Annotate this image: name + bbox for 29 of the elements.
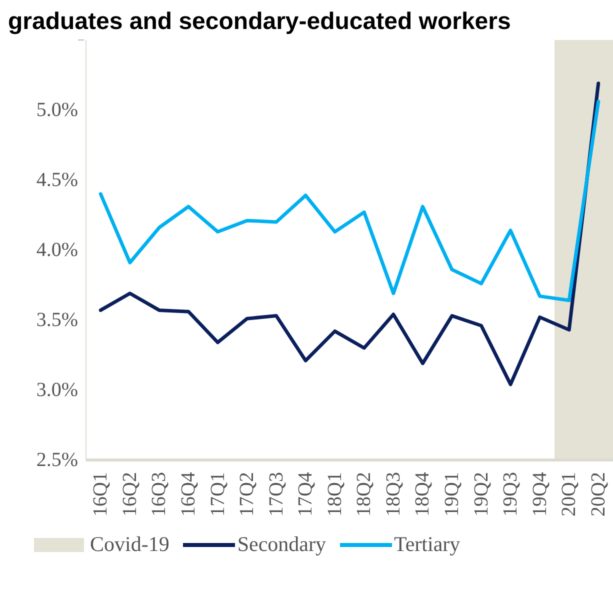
chart-title: graduates and secondary-educated workers — [8, 8, 512, 36]
x-tick-label: 16Q4 — [177, 472, 200, 516]
y-tick-label: 4.0% — [36, 239, 78, 261]
x-tick-label: 20Q1 — [558, 472, 580, 516]
y-tick-label: 3.5% — [36, 309, 78, 331]
x-tick-label: 17Q2 — [236, 472, 258, 516]
x-tick-label: 18Q1 — [324, 472, 346, 516]
x-tick-label: 16Q1 — [90, 472, 112, 516]
legend-label: Secondary — [236, 532, 326, 557]
x-tick-label: 19Q2 — [470, 472, 492, 516]
y-tick-label: 4.5% — [36, 169, 78, 191]
y-tick-label: 5.0% — [36, 99, 78, 121]
x-tick-label: 17Q4 — [294, 472, 317, 516]
line-series — [98, 100, 600, 302]
x-tick-label: 18Q2 — [353, 472, 376, 516]
x-tick-label: 17Q3 — [265, 472, 288, 516]
x-tick-label: 19Q1 — [440, 472, 463, 516]
x-tick-label: 20Q2 — [587, 472, 610, 516]
legend-label: Covid-19 — [89, 532, 170, 557]
y-tick-label: 3.0% — [36, 379, 78, 401]
x-tick-label: 17Q1 — [206, 472, 229, 516]
legend-label: Tertiary — [392, 532, 460, 557]
x-tick-label: 16Q3 — [148, 472, 170, 516]
y-tick-label: 2.5% — [36, 449, 78, 471]
x-tick-label: 18Q4 — [412, 472, 434, 516]
x-tick-label: 16Q2 — [118, 472, 141, 516]
x-tick-label: 19Q3 — [500, 472, 522, 516]
x-tick-label: 19Q4 — [528, 472, 551, 516]
x-tick-label: 18Q3 — [382, 472, 404, 516]
